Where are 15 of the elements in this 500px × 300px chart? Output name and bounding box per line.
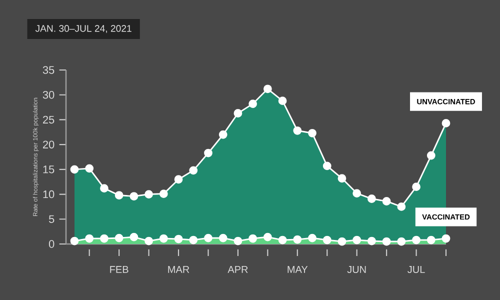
y-tick-label: 0 (48, 240, 54, 248)
y-tick-label: 35 (42, 66, 54, 74)
x-tick-label: MAY (288, 266, 308, 273)
chart-subtitle: JAN. 30–JUL 24, 2021 (35, 25, 132, 33)
x-tick-label: JUL (408, 266, 425, 274)
x-tick-label: FEB (110, 266, 128, 273)
y-tick-label: 30 (42, 90, 54, 99)
x-tick-label: JUN (347, 266, 366, 274)
x-tick-label: APR (228, 266, 248, 273)
y-tick-label: 5 (48, 215, 54, 223)
y-tick-label: 25 (43, 116, 54, 124)
y-tick-label: 20 (43, 140, 54, 148)
x-tick-label: MAR (168, 266, 190, 273)
y-tick-label: 10 (43, 190, 54, 198)
y-tick-label: 15 (43, 166, 54, 174)
